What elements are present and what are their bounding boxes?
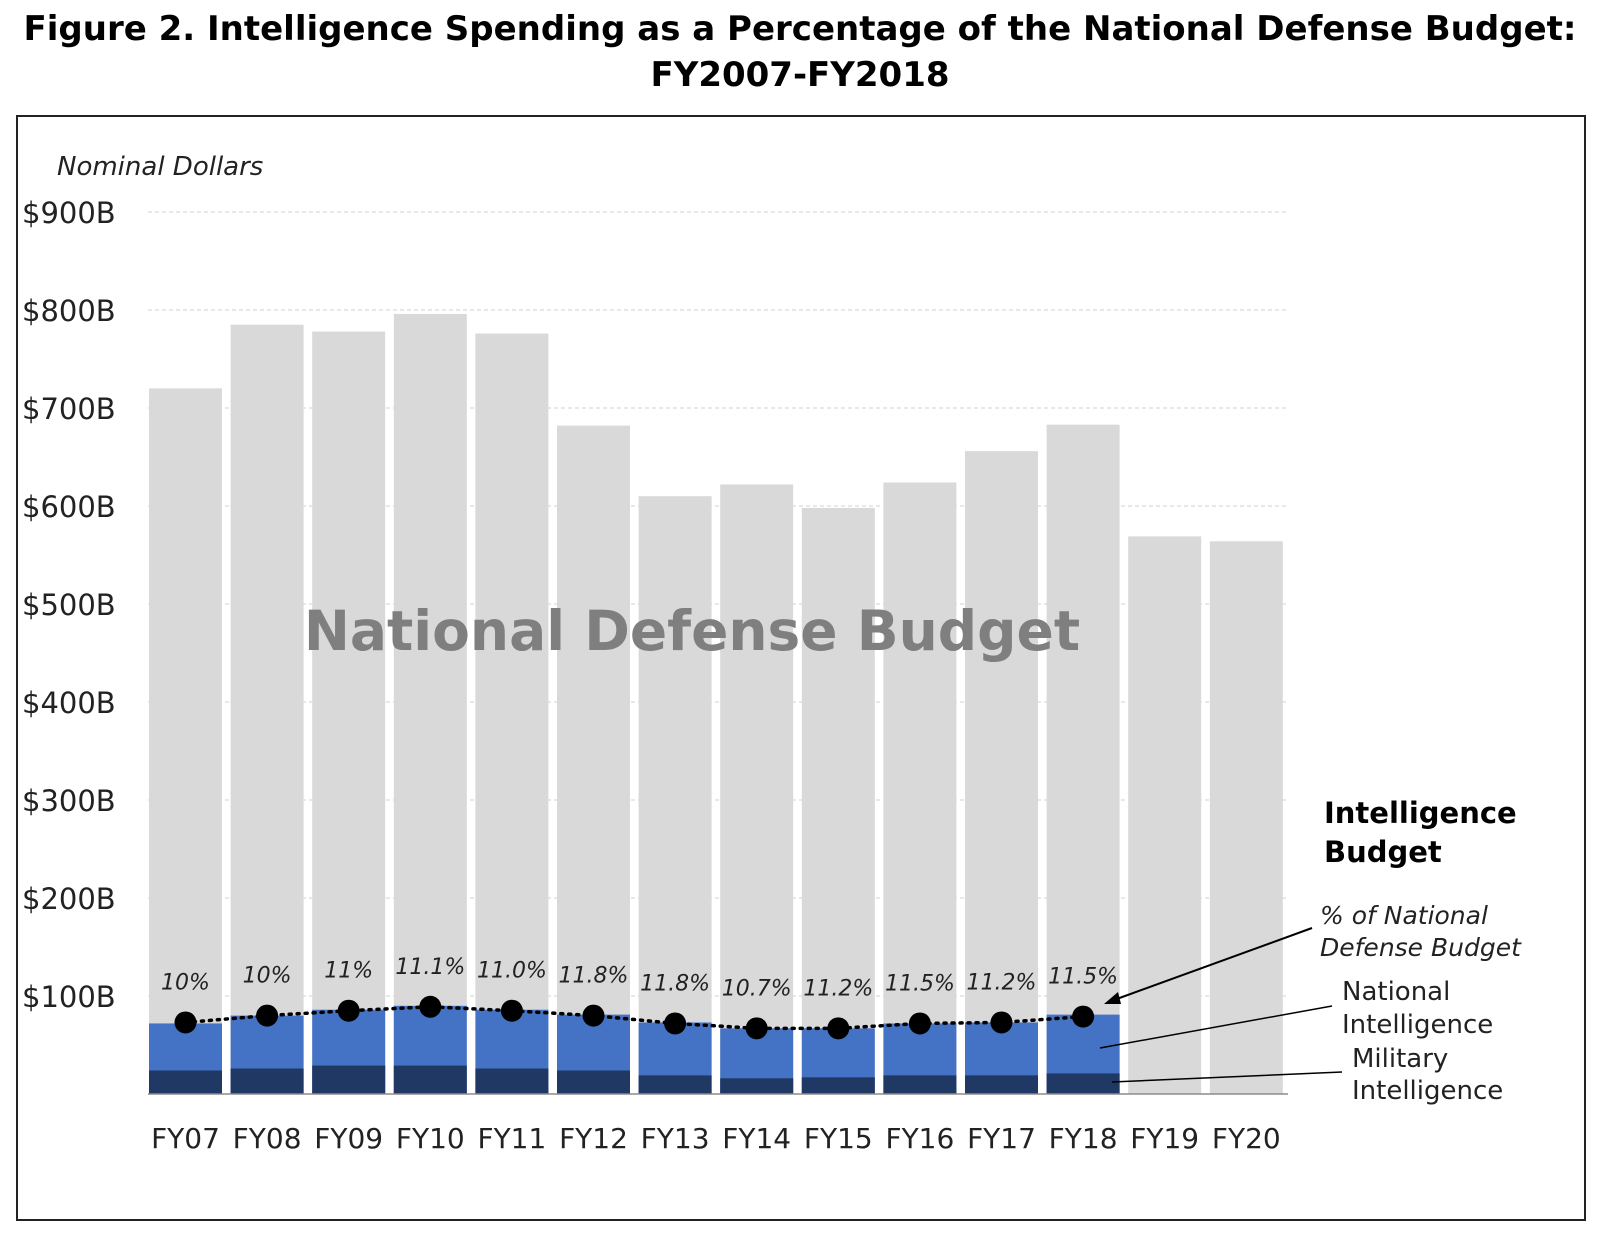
x-tick-label: FY07 [151,1122,220,1155]
pct-label-line-1: % of National [1320,901,1488,930]
legend-title-line-2: Budget [1324,835,1442,869]
military-intelligence-bar [638,1075,712,1094]
legend-title-line-1: Intelligence [1324,796,1517,830]
percent-dot [582,1004,605,1027]
y-tick-label: $300B [22,784,116,818]
defense-bar [475,333,549,1094]
mil-label-line-1: Military [1352,1044,1448,1074]
percent-label: 11.0% [477,959,547,984]
percent-label: 11.8% [559,964,629,989]
defense-bar [883,482,957,1095]
military-intelligence-bar [312,1065,386,1094]
percent-label: 11.2% [803,976,873,1001]
defense-bar [965,451,1038,1094]
mil-pointer-line [1111,1071,1343,1083]
natl-label-line-1: National [1342,977,1450,1007]
percent-dot [256,1004,279,1027]
military-intelligence-bar [475,1068,549,1094]
percent-label: 10.7% [722,976,792,1001]
military-intelligence-bar [393,1065,467,1094]
percent-label: 11.5% [885,971,955,996]
military-intelligence-bar [1046,1073,1120,1094]
x-tick-label: FY10 [396,1122,465,1155]
title-line-1: Figure 2. Intelligence Spending as a Per… [23,9,1577,49]
percent-label: 11.8% [640,971,710,996]
defense-bar [312,331,386,1094]
figure-title: Figure 2. Intelligence Spending as a Per… [0,6,1600,98]
pct-pointer-arrowhead [1104,992,1121,1004]
x-tick-label: FY17 [967,1122,1036,1155]
pct-label-line-2: Defense Budget [1320,933,1522,962]
defense-bar [557,425,630,1094]
x-tick-label: FY18 [1049,1122,1118,1155]
percent-label: 10% [161,970,210,995]
y-tick-label: $900B [22,196,116,230]
x-tick-label: FY12 [559,1122,628,1155]
natl-label-line-2: Intelligence [1342,1010,1493,1040]
x-tick-label: FY16 [885,1122,954,1155]
y-tick-label: $200B [22,882,116,916]
percent-dot [908,1012,931,1035]
military-intelligence-bar [883,1075,957,1094]
bars [149,313,1283,1095]
x-tick-label: FY15 [804,1122,873,1155]
percent-dot [1072,1005,1095,1028]
percent-dot [827,1017,850,1040]
percent-label: 11% [324,959,373,984]
military-intelligence-bar [965,1075,1038,1094]
axis-labels: $100B $200B $300B $400B $500B $600B $700B $800B… [22,196,1281,1155]
y-tick-label: $600B [22,490,116,524]
x-tick-label: FY11 [477,1122,546,1155]
percent-dot [419,995,442,1018]
percent-dot [664,1012,687,1035]
mil-label-line-2: Intelligence [1352,1076,1503,1106]
title-line-2: FY2007-FY2018 [650,55,950,95]
x-tick-label: FY14 [722,1122,791,1155]
percent-line: 10% 10% 11% 11.1% 11.0% 11.8% 11.8% 10.7% 11.2% 1… [161,955,1118,1040]
defense-bar [801,507,875,1095]
percent-label: 10% [243,964,292,989]
military-intelligence-bar [720,1078,794,1094]
percent-dot [745,1017,768,1040]
percent-dot [174,1011,197,1034]
defense-bar [1128,536,1202,1094]
percent-label: 11.2% [967,970,1037,995]
y-tick-label: $100B [22,980,116,1014]
percent-label: 11.1% [395,955,465,980]
military-intelligence-bar [801,1077,875,1094]
percent-label: 11.5% [1048,965,1118,990]
pct-pointer-line [1113,927,1313,1001]
military-intelligence-bar [149,1070,222,1094]
military-intelligence-bar [230,1068,304,1094]
military-intelligence-bar [557,1070,630,1094]
x-tick-label: FY19 [1130,1122,1199,1155]
x-tick-label: FY09 [314,1122,383,1155]
y-axis-title: Nominal Dollars [57,152,263,182]
y-tick-label: $700B [22,392,116,426]
y-tick-label: $400B [22,686,116,720]
defense-bar [149,388,222,1094]
center-label: National Defense Budget [304,599,1080,663]
y-tick-label: $500B [22,588,116,622]
x-tick-label: FY08 [233,1122,302,1155]
defense-bar [230,324,304,1094]
y-tick-label: $800B [22,294,116,328]
chart-frame [16,115,1586,1221]
defense-bar [638,496,712,1094]
defense-bar [720,484,794,1094]
natl-pointer-line [1099,1005,1333,1049]
defense-bar [393,313,467,1094]
percent-dot [337,999,360,1022]
x-tick-label: FY20 [1212,1122,1281,1155]
x-tick-label: FY13 [641,1122,710,1155]
defense-bar [1046,424,1120,1094]
percent-dot [990,1011,1013,1034]
percent-dotted-line [183,1005,1085,1031]
percent-dot [500,999,523,1022]
defense-bar [1209,541,1283,1094]
